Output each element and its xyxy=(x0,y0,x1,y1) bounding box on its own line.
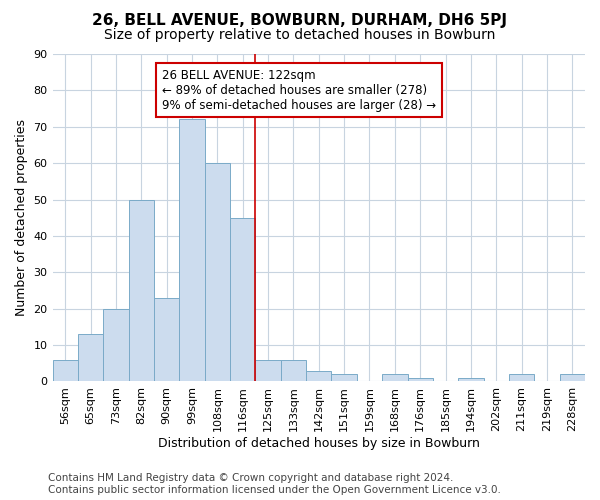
Bar xyxy=(560,374,585,382)
Bar xyxy=(78,334,103,382)
Text: 26, BELL AVENUE, BOWBURN, DURHAM, DH6 5PJ: 26, BELL AVENUE, BOWBURN, DURHAM, DH6 5P… xyxy=(92,12,508,28)
Bar xyxy=(407,378,433,382)
Bar xyxy=(53,360,78,382)
Bar xyxy=(230,218,256,382)
Bar xyxy=(382,374,407,382)
Bar xyxy=(509,374,534,382)
Bar xyxy=(103,308,128,382)
Text: Size of property relative to detached houses in Bowburn: Size of property relative to detached ho… xyxy=(104,28,496,42)
Bar xyxy=(154,298,179,382)
Bar xyxy=(256,360,281,382)
Text: 26 BELL AVENUE: 122sqm
← 89% of detached houses are smaller (278)
9% of semi-det: 26 BELL AVENUE: 122sqm ← 89% of detached… xyxy=(161,68,436,112)
Text: Contains HM Land Registry data © Crown copyright and database right 2024.
Contai: Contains HM Land Registry data © Crown c… xyxy=(48,474,501,495)
Bar xyxy=(128,200,154,382)
Bar xyxy=(306,370,331,382)
Bar xyxy=(281,360,306,382)
X-axis label: Distribution of detached houses by size in Bowburn: Distribution of detached houses by size … xyxy=(158,437,480,450)
Bar xyxy=(179,120,205,382)
Bar xyxy=(458,378,484,382)
Y-axis label: Number of detached properties: Number of detached properties xyxy=(15,119,28,316)
Bar xyxy=(205,163,230,382)
Bar xyxy=(331,374,357,382)
